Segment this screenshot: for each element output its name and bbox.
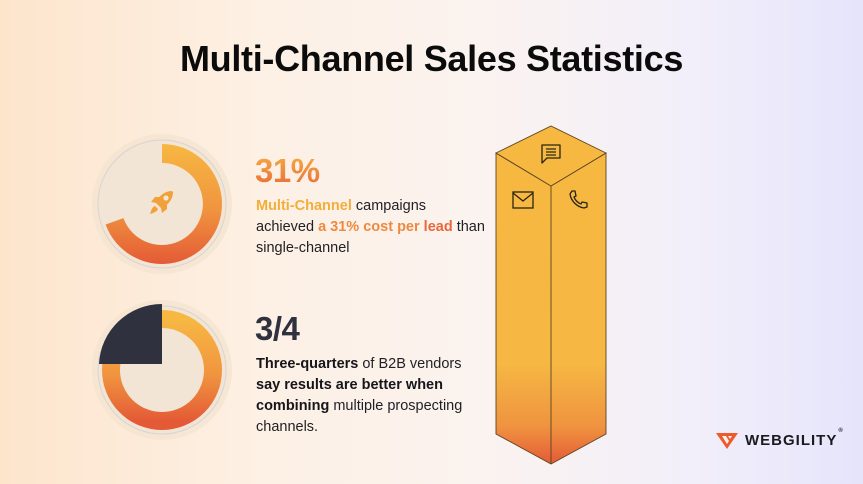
highlight-lead: lead <box>423 219 453 235</box>
webgility-logo-icon <box>716 432 738 449</box>
channel-prism <box>490 124 614 473</box>
rocket-icon <box>150 191 173 214</box>
stat-value-3-4: 3/4 <box>255 310 300 347</box>
page-title: Multi-Channel Sales Statistics <box>179 38 684 79</box>
stat-ring-31-percent <box>86 128 238 280</box>
webgility-logo: WEBGILITY® <box>716 428 844 449</box>
quarter-wedge <box>99 303 162 364</box>
phone-icon <box>569 190 588 209</box>
highlight-multi-channel: Multi-Channel <box>256 198 352 214</box>
highlight-cost: a 31% cost per <box>318 219 420 235</box>
highlight-three-quarters: Three-quarters <box>256 356 359 372</box>
stat-description-1: Multi-Channel campaigns achieved a 31% c… <box>256 198 485 256</box>
mail-icon <box>512 191 534 209</box>
stat-ring-three-quarters <box>86 294 238 446</box>
stat-description-2: Three-quarters of B2B vendors say result… <box>256 356 463 435</box>
chat-icon <box>541 144 561 164</box>
logo-text: WEBGILITY <box>745 432 838 449</box>
highlight-results: say results are better when combining <box>256 377 443 414</box>
stat-value-31: 31% <box>255 152 320 189</box>
